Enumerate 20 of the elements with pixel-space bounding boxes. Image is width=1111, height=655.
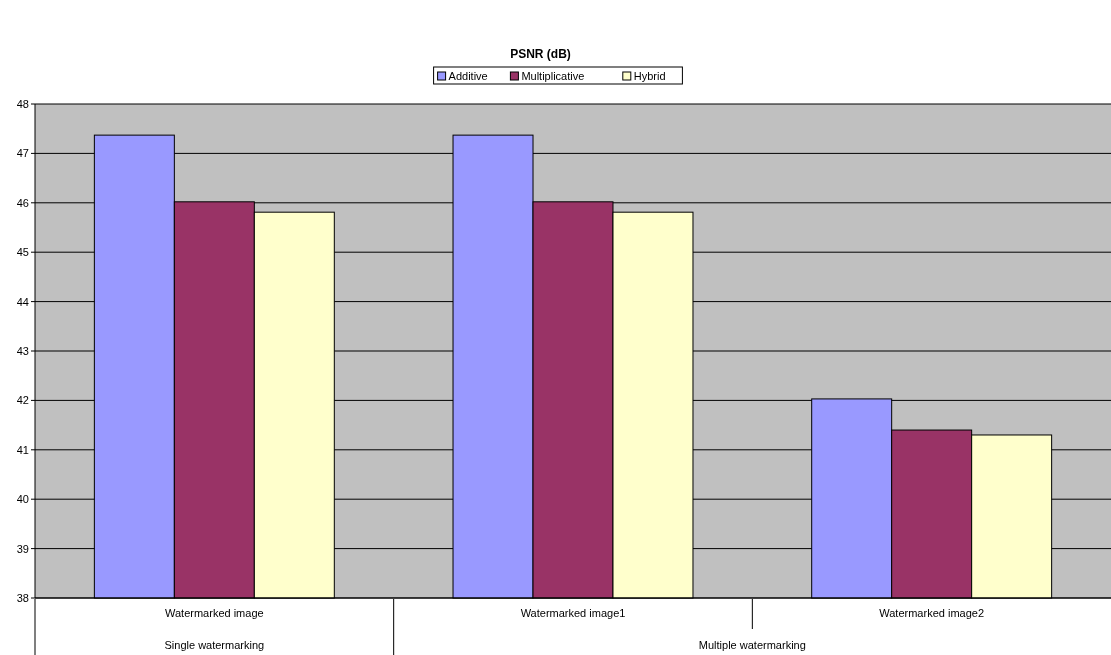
y-tick-label: 41 — [16, 443, 29, 456]
x-tick-label: Watermarked image1 — [520, 607, 626, 619]
y-tick-label: 42 — [16, 394, 29, 407]
legend-label: Multiplicative — [521, 70, 585, 82]
y-tick-label: 46 — [16, 196, 29, 209]
x-tick-label: Watermarked image2 — [879, 607, 985, 619]
text: Single watermarking — [164, 639, 265, 651]
x-tick-label: Watermarked image — [165, 607, 264, 619]
y-tick-label: 40 — [16, 493, 29, 506]
y-tick-label: 47 — [16, 147, 29, 160]
y-tick-label: 45 — [16, 246, 29, 259]
y-tick-label: 39 — [16, 542, 29, 555]
legend-label: Hybrid — [633, 70, 666, 82]
y-tick-label: 44 — [16, 295, 29, 308]
y-tick-label: 38 — [16, 592, 29, 604]
chart-title: PSNR (dB) — [510, 47, 571, 61]
y-tick-label: 43 — [16, 345, 29, 357]
legend-label: Additive — [448, 70, 488, 82]
text: Multiple watermarking — [698, 639, 806, 651]
y-tick-label: 48 — [16, 98, 29, 110]
